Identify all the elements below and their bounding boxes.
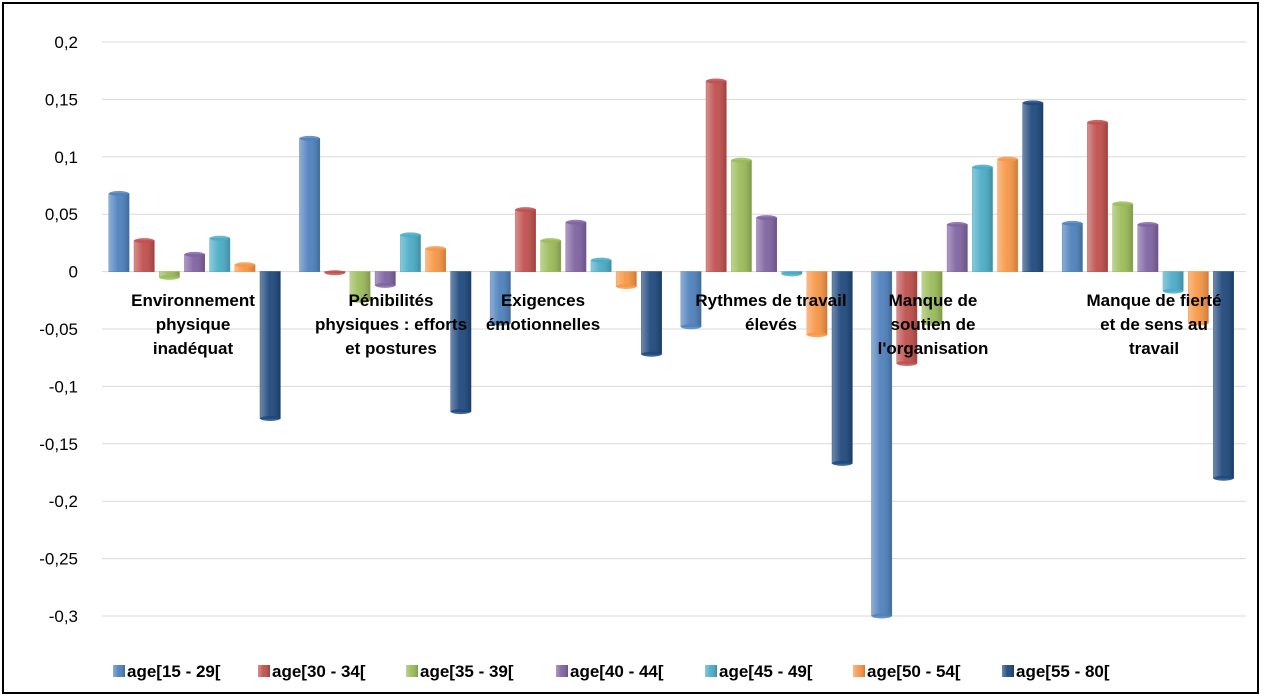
legend-item: age[40 - 44[	[556, 662, 664, 681]
bar	[756, 215, 777, 272]
category-label: l'organisation	[878, 339, 989, 358]
bar	[831, 271, 853, 466]
bar	[349, 271, 371, 303]
category-label: et de sens au	[1100, 315, 1208, 334]
bar	[871, 271, 893, 619]
legend-label: age[45 - 49[	[719, 662, 813, 681]
bar	[972, 164, 993, 273]
legend-label: age[15 - 29[	[127, 662, 221, 681]
bar	[540, 238, 562, 273]
bar	[450, 271, 472, 415]
bar	[1061, 220, 1083, 273]
bar	[108, 191, 130, 272]
category-label: Exigences	[501, 291, 585, 310]
category-label: émotionnelles	[486, 315, 600, 334]
legend-item: age[45 - 49[	[705, 662, 813, 681]
bar	[1022, 100, 1044, 272]
y-tick-label: 0	[69, 263, 78, 282]
legend-item: age[15 - 29[	[113, 662, 221, 681]
bar	[209, 235, 231, 272]
y-tick-label: 0,1	[54, 148, 78, 167]
bar	[1162, 271, 1184, 294]
bar	[680, 271, 702, 330]
category-label: élevés	[745, 315, 797, 334]
bar	[781, 271, 803, 277]
category-label: soutien de	[890, 315, 975, 334]
legend-label: age[55 - 80[	[1016, 662, 1110, 681]
y-tick-label: -0,15	[39, 435, 78, 454]
bar	[946, 222, 968, 272]
y-tick-label: -0,1	[49, 377, 78, 396]
bar	[425, 246, 447, 272]
legend-item: age[55 - 80[	[1002, 662, 1110, 681]
legend-label: age[30 - 34[	[272, 662, 366, 681]
y-tick-label: 0,05	[45, 205, 78, 224]
bar	[921, 271, 943, 326]
y-tick-label: 0,15	[45, 90, 78, 109]
category-label: Manque de fierté	[1086, 291, 1221, 310]
legend-label: age[40 - 44[	[570, 662, 664, 681]
legend: age[15 - 29[ age[30 - 34[ age[35 - 39[ age[…	[113, 662, 1110, 681]
bar	[299, 135, 321, 273]
bar	[590, 257, 612, 272]
gridlines	[102, 41, 1246, 617]
bar	[1137, 222, 1159, 272]
legend-label: age[50 - 54[	[867, 662, 961, 681]
bar	[705, 78, 727, 272]
bar	[259, 271, 281, 422]
category-label: Pénibilités	[348, 291, 433, 310]
bar	[997, 156, 1019, 272]
bar	[1112, 201, 1134, 272]
bar	[234, 262, 256, 273]
bar	[896, 271, 918, 366]
y-axis: 0,2 0,15 0,1 0,05 0 -0,05 -0,1 -0,15 -0,2 -0,25 -0…	[39, 33, 78, 626]
category-label: physiques : efforts	[315, 315, 467, 334]
category-label: travail	[1129, 339, 1179, 358]
legend-item: age[30 - 34[	[258, 662, 366, 681]
y-tick-label: -0,25	[39, 550, 78, 569]
category-labels: Environnement physique inadéquat Pénibilité…	[131, 291, 1221, 358]
bar	[615, 271, 637, 290]
legend-label: age[35 - 39[	[420, 662, 514, 681]
bar	[324, 270, 346, 276]
bar	[515, 207, 536, 273]
bar	[1187, 271, 1209, 326]
bar	[133, 238, 155, 273]
legend-item: age[50 - 54[	[853, 662, 961, 681]
bar	[184, 251, 206, 273]
bar	[400, 232, 421, 272]
legend-item: age[35 - 39[	[406, 662, 514, 681]
bar	[1213, 271, 1234, 481]
bar	[641, 271, 662, 357]
category-label: physique	[156, 315, 231, 334]
bar	[489, 271, 511, 326]
y-tick-label: -0,2	[49, 492, 78, 511]
bar	[731, 157, 752, 273]
bar	[374, 271, 396, 288]
bar	[158, 271, 180, 280]
bars	[108, 78, 1234, 619]
bar	[806, 271, 828, 338]
category-label: Rythmes de travail	[695, 291, 846, 310]
y-tick-label: 0,2	[54, 33, 78, 52]
y-tick-label: -0,3	[49, 607, 78, 626]
bar	[1087, 119, 1108, 273]
category-label: Manque de	[889, 291, 978, 310]
y-tick-label: -0,05	[39, 320, 78, 339]
bar	[565, 219, 587, 272]
category-label: et postures	[345, 339, 437, 358]
category-label: inadéquat	[153, 339, 234, 358]
category-label: Environnement	[131, 291, 255, 310]
